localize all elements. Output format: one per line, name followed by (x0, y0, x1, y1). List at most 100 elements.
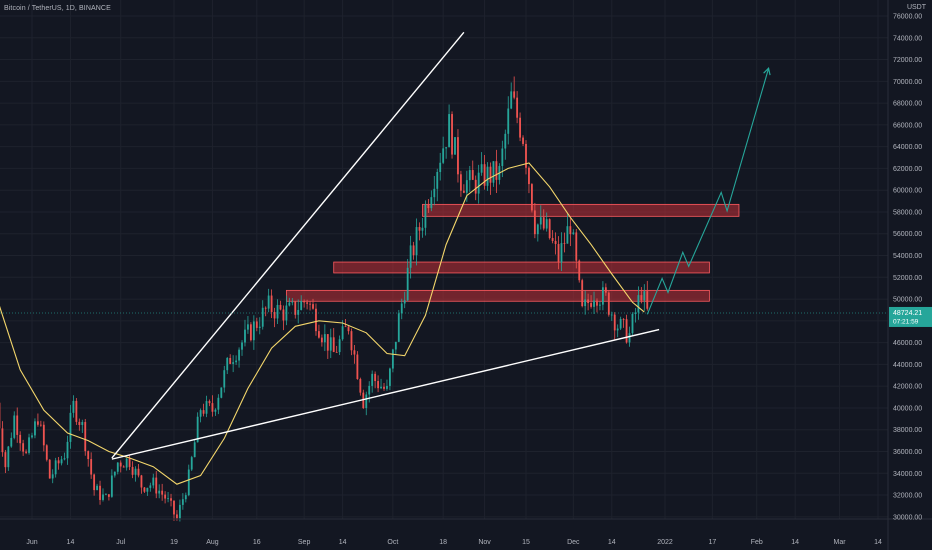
candle-up (409, 245, 412, 268)
candle-up (406, 267, 409, 301)
candle-down (143, 487, 146, 492)
candle-down (161, 490, 164, 495)
candle-up (442, 148, 445, 163)
candle-down (255, 321, 258, 328)
price-axis[interactable]: 30000.00 32000.00 34000.00 36000.00 38000.00… (893, 14, 922, 522)
resistance-zone (422, 203, 740, 217)
time-tick-label: Aug (206, 539, 219, 546)
price-tick-label: 58000.00 (893, 209, 922, 216)
candle-up (510, 91, 513, 109)
symbol-title: Bitcoin / TetherUS, 1D, BINANCE (4, 5, 111, 12)
candle-down (457, 137, 459, 175)
candle-down (596, 300, 598, 306)
candle-up (96, 485, 98, 491)
candle-down (578, 260, 581, 281)
price-tick-label: 54000.00 (893, 253, 922, 260)
candle-up (536, 224, 539, 235)
time-tick-label: 18 (439, 539, 447, 546)
candle-up (386, 385, 388, 389)
candle-down (622, 318, 625, 320)
candle-down (270, 295, 273, 313)
candle-down (170, 498, 172, 501)
candle-down (45, 445, 48, 460)
candle-down (75, 400, 78, 422)
candle-up (397, 313, 400, 342)
candle-up (593, 300, 595, 307)
candle-up (13, 415, 16, 438)
candle-down (530, 184, 533, 211)
time-tick-label: 19 (170, 539, 178, 546)
candle-down (347, 326, 350, 332)
candle-up (439, 162, 442, 172)
candle-up (365, 394, 368, 409)
price-tick-label: 76000.00 (893, 14, 922, 21)
candle-down (264, 307, 267, 309)
candle-down (36, 421, 39, 425)
candle-up (634, 312, 637, 315)
candle-up (628, 333, 631, 343)
candle-up (258, 326, 261, 328)
candle-down (22, 443, 25, 452)
candle-down (320, 337, 323, 343)
candle-up (539, 217, 542, 225)
time-tick-label: 17 (708, 539, 716, 546)
candle-up (480, 164, 483, 173)
candle-up (105, 494, 107, 496)
candle-up (238, 349, 240, 361)
candle-up (504, 133, 507, 149)
bar-countdown: 07:21:59 (893, 318, 919, 325)
candle-up (454, 137, 456, 155)
price-tick-label: 60000.00 (893, 188, 922, 195)
candle-down (39, 424, 42, 426)
candle-down (519, 117, 521, 138)
candle-up (187, 469, 190, 496)
candle-up (545, 219, 548, 229)
candle-down (42, 424, 45, 446)
candle-up (51, 474, 54, 479)
candle-down (155, 477, 158, 494)
candle-down (306, 302, 309, 304)
moving-average-line (0, 162, 645, 485)
candle-down (211, 403, 214, 412)
candle-up (267, 295, 270, 309)
candle-up (31, 435, 33, 438)
candle-up (125, 458, 128, 468)
candle-up (60, 459, 63, 464)
candle-down (418, 227, 421, 231)
candle-down (412, 245, 415, 256)
candle-up (389, 368, 391, 386)
candle-down (87, 451, 90, 460)
candle-up (247, 324, 249, 330)
candle-down (303, 301, 306, 303)
time-tick-label: Dec (567, 539, 580, 546)
price-tick-label: 36000.00 (893, 449, 922, 456)
candle-up (214, 409, 217, 412)
candle-up (134, 468, 137, 475)
candle-down (25, 451, 28, 453)
candle-down (208, 401, 211, 404)
candle-down (107, 494, 110, 497)
last-price-value: 48724.21 (893, 310, 922, 317)
candle-up (616, 328, 619, 331)
candle-down (84, 422, 87, 452)
candle-up (7, 446, 10, 468)
candle-up (158, 490, 161, 494)
time-tick-label: Jun (26, 539, 37, 546)
time-tick-label: 2022 (657, 539, 673, 546)
candle-down (1, 428, 4, 453)
candle-up (323, 334, 326, 343)
candle-up (368, 385, 371, 395)
time-tick-label: 14 (874, 539, 882, 546)
candle-down (326, 334, 329, 351)
candle-up (297, 309, 300, 315)
moving-average (0, 162, 645, 485)
time-axis[interactable]: Jun 14 Jul 19 Aug 16 Sep 14 Oct 18 Nov 15 Dec 14 2022 1… (26, 539, 882, 546)
price-tick-label: 68000.00 (893, 101, 922, 108)
candle-up (241, 342, 243, 350)
candle-up (338, 339, 341, 353)
candle-down (90, 459, 93, 475)
candle-down (516, 97, 519, 118)
candle-up (501, 148, 504, 167)
